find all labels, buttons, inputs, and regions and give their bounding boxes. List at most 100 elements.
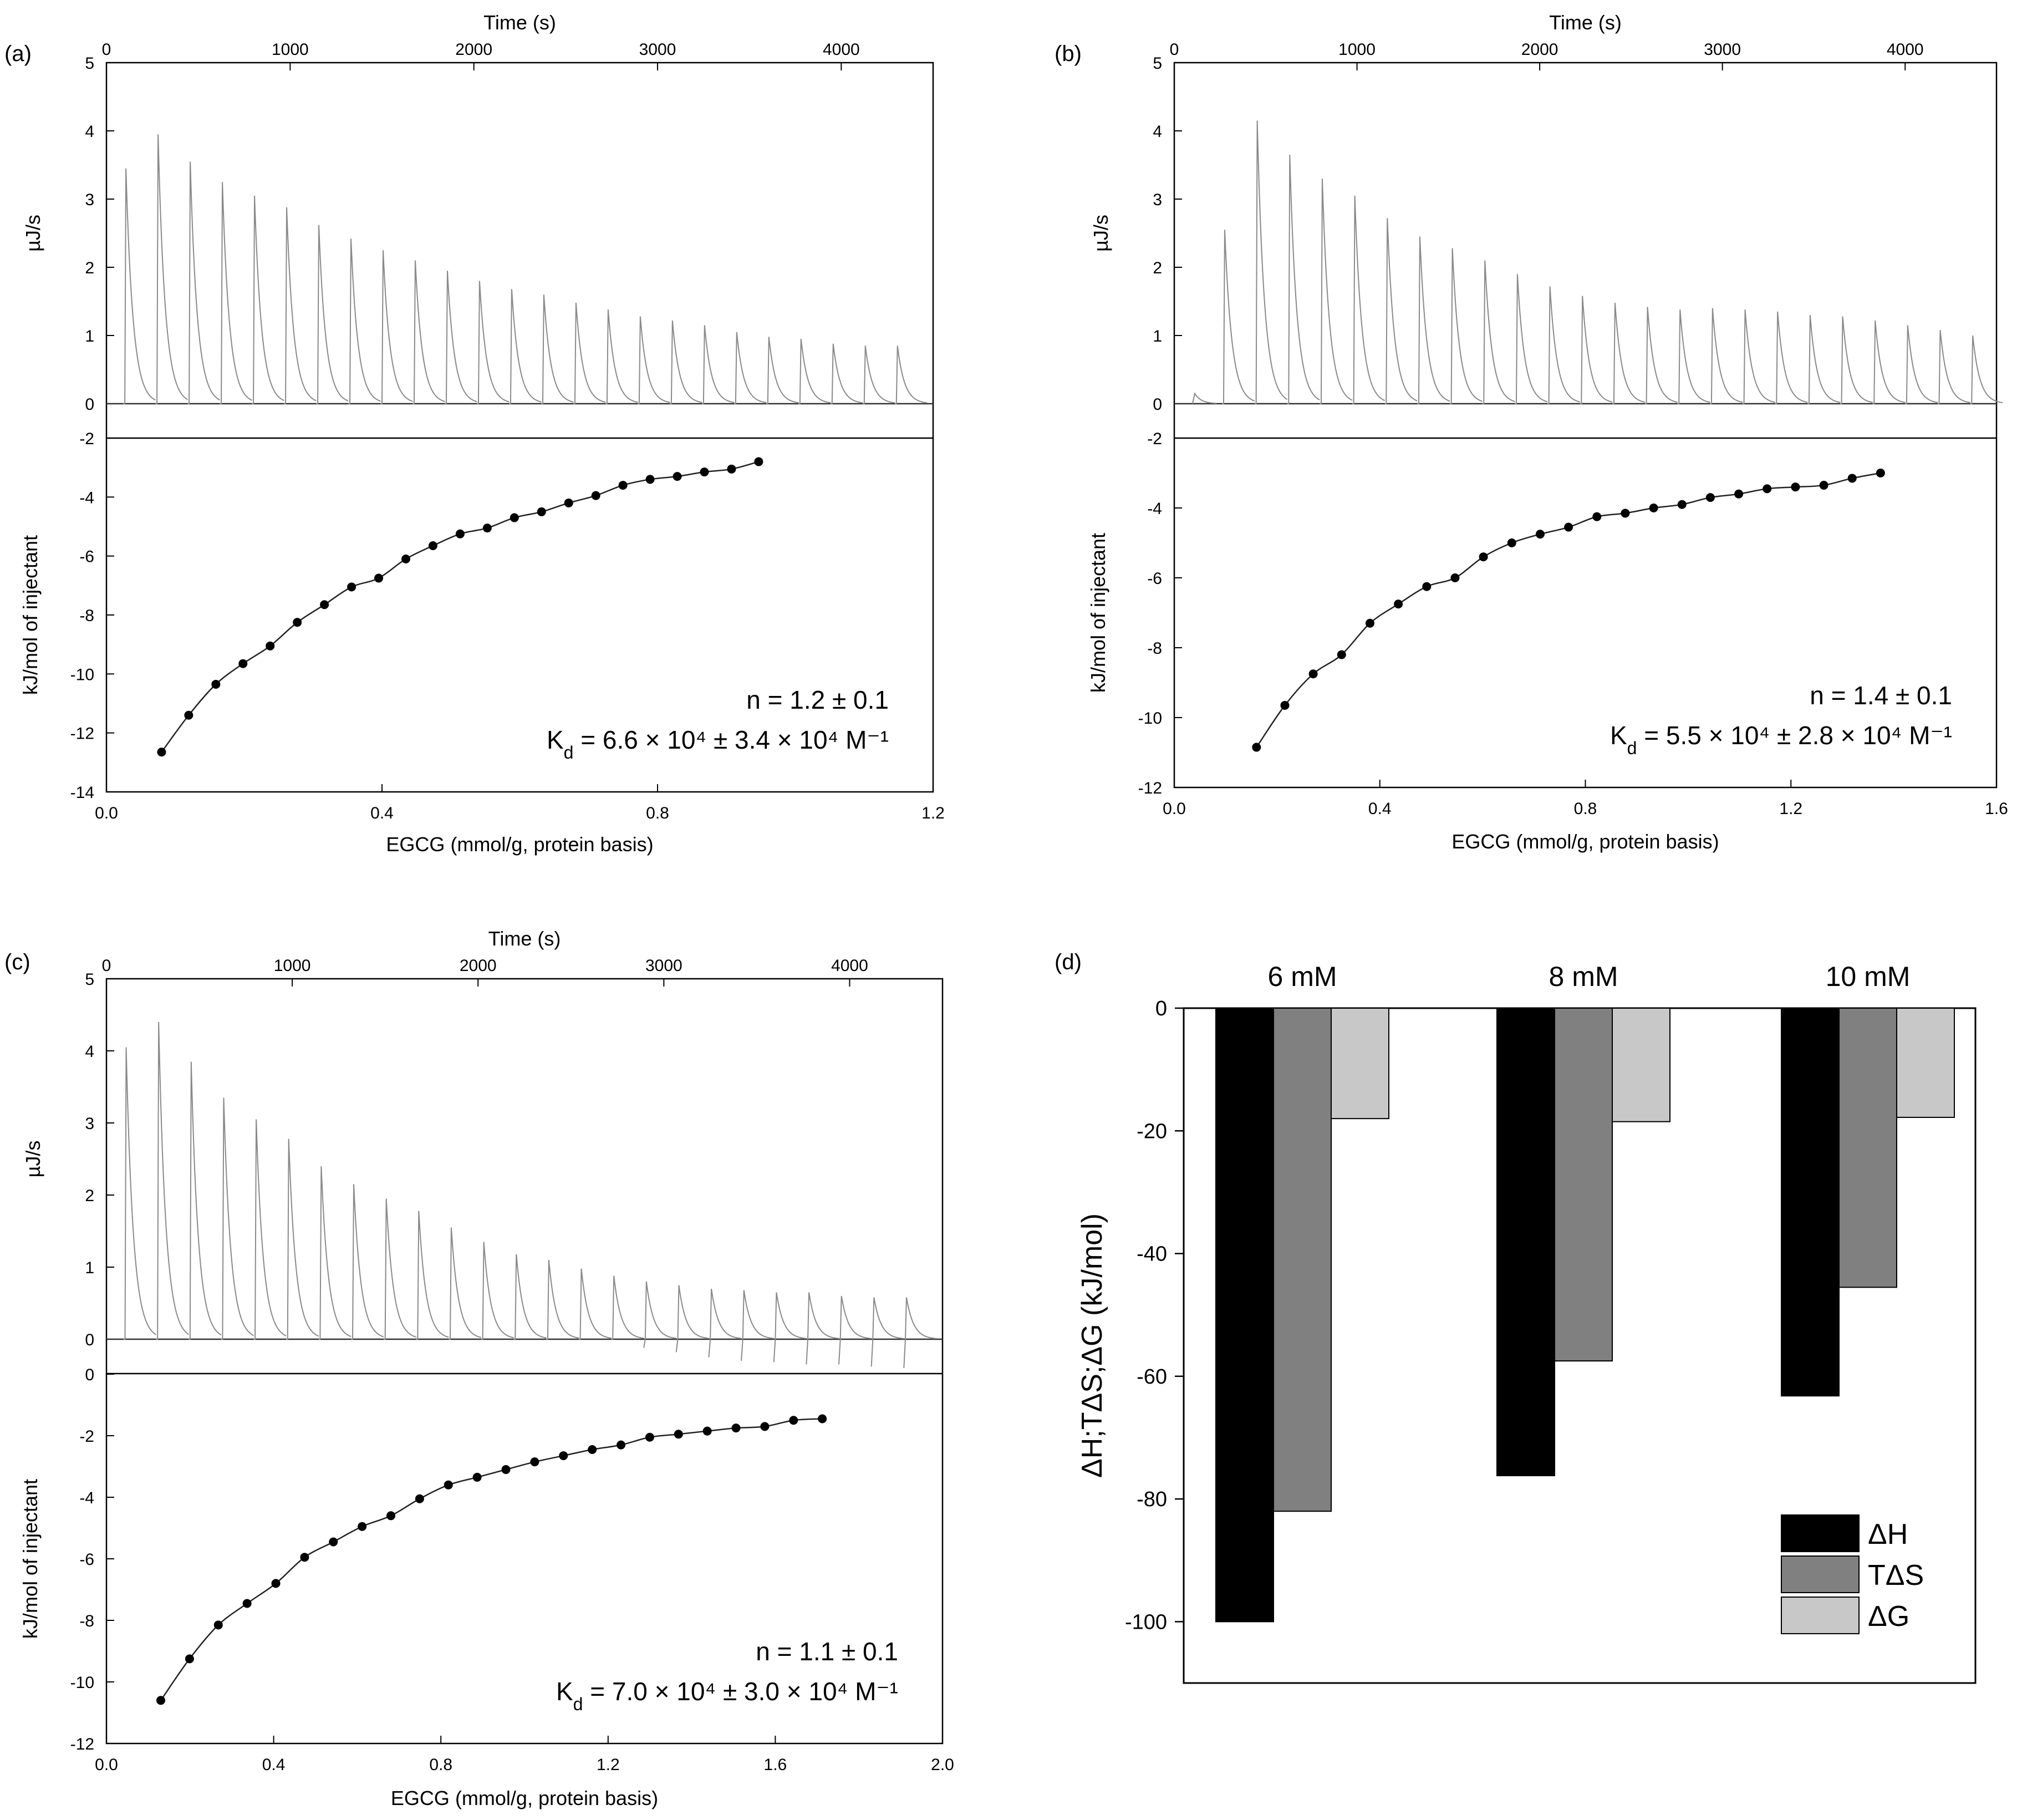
bind-x-tick-label: 0.4: [1368, 800, 1392, 818]
raw-y-tick-label: 2: [1153, 259, 1162, 277]
raw-injection-peak: [1677, 309, 1710, 404]
raw-y-tick-label: 2: [85, 259, 94, 277]
time-axis-title: Time (s): [488, 927, 561, 950]
panel-c: Time (s) 0 1000 2000 3000 4000 0 1 2 3 4 5 µJ/s -12 -1…: [19, 927, 954, 1809]
time-axis-title: Time (s): [483, 11, 556, 34]
raw-injection-peak: [1482, 260, 1515, 404]
time-tick-label: 4000: [823, 40, 860, 59]
bar-category-label: 6 mM: [1268, 961, 1337, 992]
time-tick-label: 3000: [639, 40, 676, 59]
time-tick-label: 4000: [831, 957, 868, 975]
binding-data-point: [1763, 484, 1772, 494]
binding-data-point: [1252, 743, 1261, 752]
raw-injection-peak: [481, 1242, 514, 1340]
raw-y-tick-label: 4: [85, 1043, 94, 1061]
legend-label: ΔH: [1868, 1518, 1908, 1550]
raw-y-tick-label: 4: [1153, 123, 1162, 141]
bind-y-tick-label: -4: [79, 489, 94, 507]
raw-pre-injection-bump: [1191, 392, 1217, 404]
binding-data-point: [760, 1422, 770, 1431]
panel-label-d: (d): [1055, 950, 1082, 974]
binding-data-point: [1308, 669, 1318, 679]
time-tick-label: 0: [102, 957, 111, 975]
raw-injection-peak: [123, 1047, 157, 1340]
raw-injection-peak: [1255, 120, 1288, 404]
raw-y-tick-label: 1: [85, 327, 94, 345]
bind-y-tick-label: -2: [79, 1427, 94, 1446]
bind-y-tick-label: -10: [1138, 709, 1162, 728]
raw-injection-peak: [187, 161, 220, 404]
annotation-n: n = 1.2 ± 0.1: [746, 685, 889, 714]
binding-data-point: [238, 659, 248, 668]
bind-x-axis-label: EGCG (mmol/g, protein basis): [391, 1787, 658, 1809]
binding-data-point: [320, 600, 329, 609]
raw-injection-peak: [318, 1166, 352, 1340]
bind-y-tick-label: -2: [79, 430, 94, 448]
raw-injection-peak: [156, 1021, 189, 1340]
raw-injection-peak: [449, 1227, 482, 1340]
bind-y-tick-label: -6: [79, 1550, 94, 1569]
bind-y-tick-label: -12: [1138, 779, 1162, 797]
raw-injection-peak: [1580, 296, 1613, 404]
binding-data-point: [588, 1445, 597, 1454]
raw-injection-peak: [734, 332, 767, 404]
raw-injection-peak: [838, 1295, 872, 1365]
legend-swatch: [1781, 1597, 1860, 1634]
raw-injection-peak: [605, 309, 638, 404]
raw-injection-peak: [1644, 307, 1678, 404]
time-tick-label: 1000: [274, 957, 311, 975]
raw-y-tick-label: 0: [85, 395, 94, 414]
binding-data-point: [271, 1579, 281, 1588]
binding-data-point: [1791, 482, 1800, 492]
bind-y-tick-label: -10: [70, 1674, 94, 1692]
binding-data-point: [293, 618, 302, 627]
binding-data-point: [358, 1522, 367, 1531]
bar-category-label: 8 mM: [1549, 961, 1618, 992]
raw-injection-peak: [643, 1281, 676, 1348]
bind-y-axis-label: kJ/mol of injectant: [19, 1479, 42, 1639]
binding-data-point: [266, 641, 275, 650]
binding-data-point: [1649, 504, 1658, 512]
raw-injection-peak: [1937, 330, 1970, 404]
binding-data-point: [617, 1440, 626, 1450]
bar-dH: [1215, 1008, 1274, 1623]
raw-injection-peak: [284, 207, 317, 404]
binding-data-point: [1621, 509, 1630, 518]
bind-x-tick-label: 0.8: [429, 1756, 452, 1774]
raw-injection-peak: [1970, 335, 2003, 404]
binding-fit-curve: [1256, 472, 1881, 748]
bar-y-tick-label: -80: [1137, 1488, 1167, 1511]
raw-injection-peak: [1872, 320, 1906, 404]
binding-data-point: [1507, 538, 1516, 547]
bind-y-tick-label: -12: [70, 1735, 94, 1753]
panel-b: Time (s) 0 1000 2000 3000 4000 0 1 2 3 4 5 µJ/s -12 -1…: [1087, 11, 2008, 853]
binding-data-point: [559, 1451, 568, 1461]
raw-injection-peak: [1515, 274, 1548, 404]
binding-data-point: [1819, 481, 1828, 490]
annotation-kd: Kd = 6.6 × 10⁴ ± 3.4 × 10⁴ M⁻¹: [547, 725, 889, 762]
raw-injection-peak: [1807, 315, 1841, 404]
bind-x-tick-label: 1.2: [1779, 800, 1802, 818]
bind-y-tick-label: -4: [79, 1489, 94, 1507]
raw-y-axis-label: µJ/s: [22, 215, 44, 252]
bind-x-tick-label: 0.0: [1163, 800, 1186, 818]
raw-injection-peak: [1612, 302, 1646, 404]
binding-data-point: [591, 491, 600, 500]
bar-dG: [1612, 1008, 1670, 1122]
bind-x-tick-label: 0.0: [95, 804, 118, 822]
binding-data-point: [673, 472, 682, 481]
panel-label-b: (b): [1055, 42, 1082, 66]
binding-data-point: [1535, 530, 1545, 539]
raw-y-tick-label: 0: [1153, 395, 1162, 414]
raw-y-tick-label: 3: [1153, 191, 1162, 209]
raw-injection-peak: [1840, 316, 1873, 404]
binding-data-point: [1677, 500, 1687, 509]
time-tick-label: 2000: [460, 957, 497, 975]
bind-x-axis-label: EGCG (mmol/g, protein basis): [386, 833, 653, 856]
bar-TdS: [1273, 1008, 1332, 1512]
raw-injection-peak: [412, 260, 445, 404]
bind-y-tick-label: -6: [79, 548, 94, 566]
raw-injection-peak: [578, 1268, 612, 1340]
bind-y-tick-label: -8: [79, 607, 94, 625]
